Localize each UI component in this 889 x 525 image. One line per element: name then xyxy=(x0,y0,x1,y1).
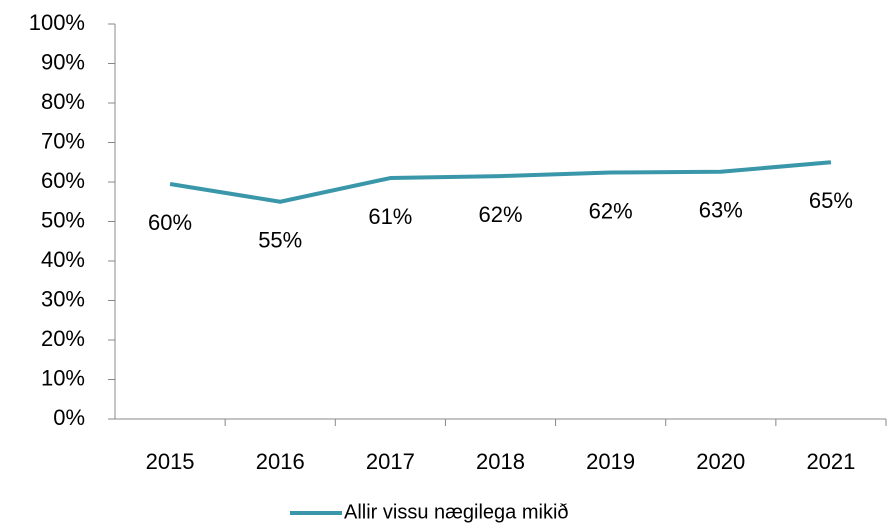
y-tick-label: 60% xyxy=(41,168,85,193)
y-tick-label: 70% xyxy=(41,128,85,153)
x-tick-label: 2017 xyxy=(366,449,415,474)
data-label: 60% xyxy=(148,210,192,235)
y-tick-label: 90% xyxy=(41,49,85,74)
x-tick-label: 2015 xyxy=(146,449,195,474)
data-label: 62% xyxy=(478,202,522,227)
data-label: 65% xyxy=(809,188,853,213)
x-tick-label: 2019 xyxy=(586,449,635,474)
x-tick-label: 2021 xyxy=(806,449,855,474)
y-tick-label: 50% xyxy=(41,207,85,232)
y-tick-label: 80% xyxy=(41,89,85,114)
y-tick-label: 10% xyxy=(41,365,85,390)
data-label: 55% xyxy=(258,228,302,253)
x-tick-label: 2016 xyxy=(256,449,305,474)
x-tick-label: 2018 xyxy=(476,449,525,474)
data-label: 61% xyxy=(368,204,412,229)
y-tick-label: 40% xyxy=(41,247,85,272)
series-line xyxy=(169,160,832,204)
data-label: 62% xyxy=(589,198,633,223)
y-tick-label: 20% xyxy=(41,326,85,351)
data-label: 63% xyxy=(699,198,743,223)
x-tick-label: 2020 xyxy=(696,449,745,474)
legend-label: Allir vissu nægilega mikið xyxy=(344,501,569,523)
y-tick-label: 100% xyxy=(29,10,85,35)
y-tick-label: 30% xyxy=(41,286,85,311)
y-tick-label: 0% xyxy=(53,405,85,430)
